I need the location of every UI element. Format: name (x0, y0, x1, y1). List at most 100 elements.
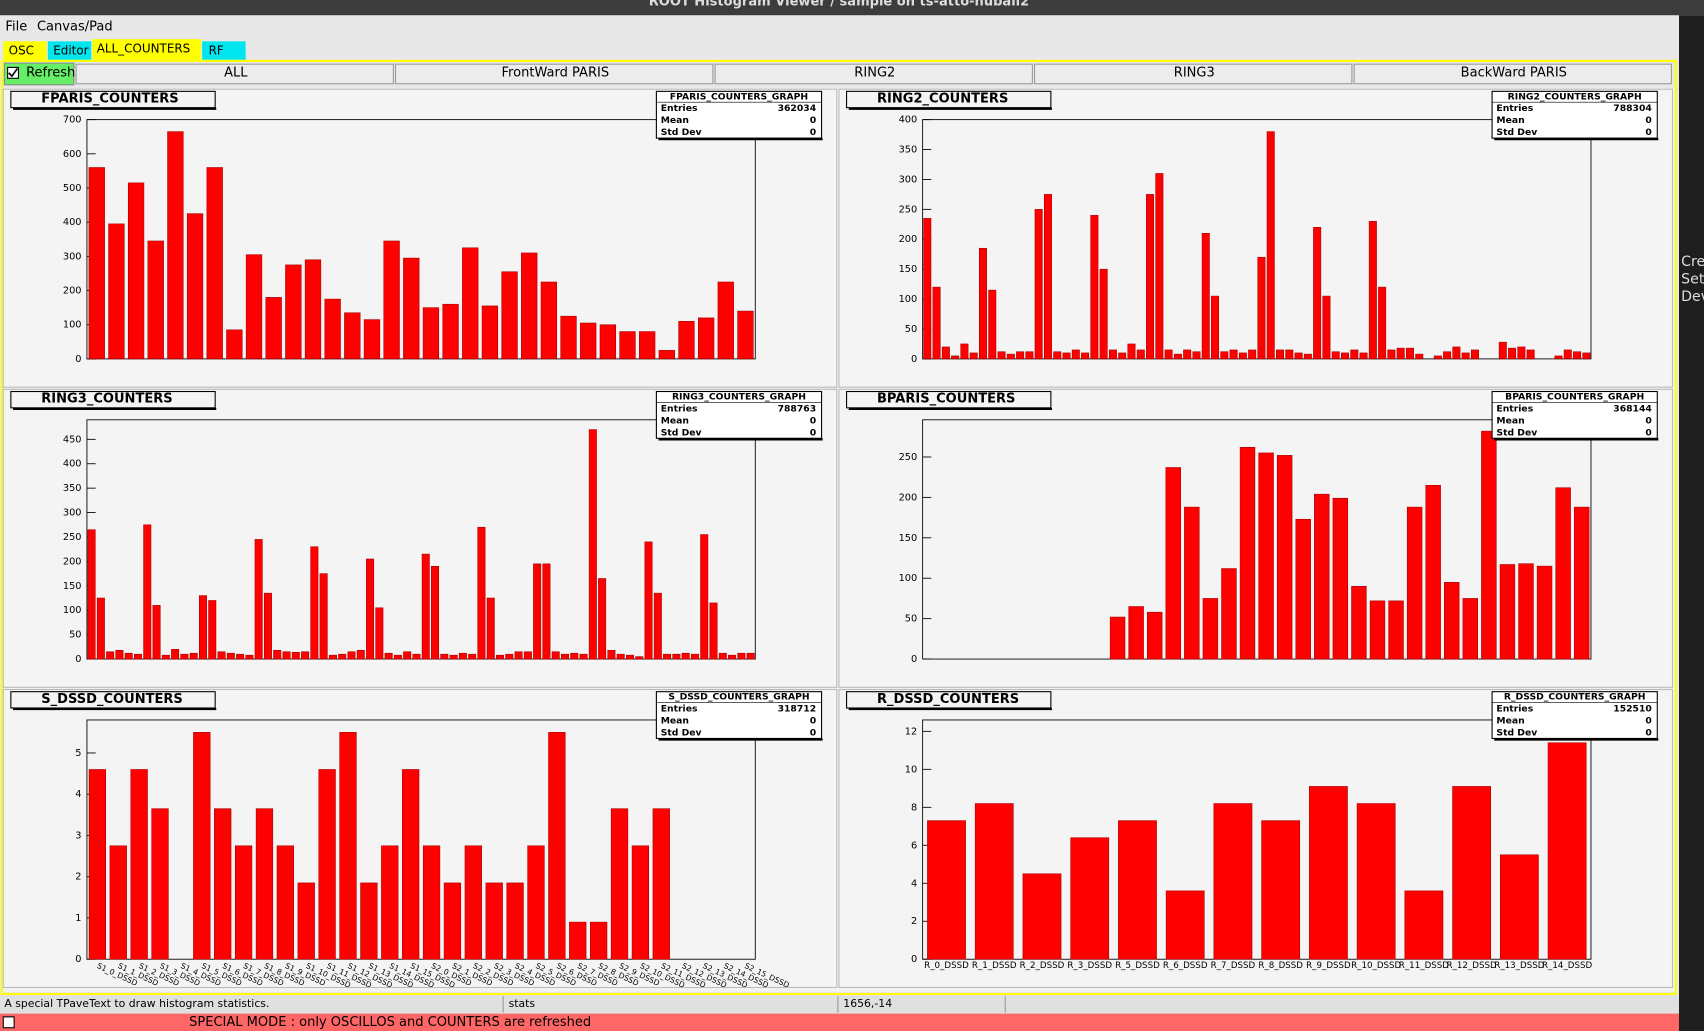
stats-key: Entries (661, 103, 698, 114)
tab-button[interactable] (395, 63, 714, 85)
tab-label[interactable]: ALL_COUNTERS (97, 41, 191, 55)
bar (1062, 352, 1071, 360)
tab-button[interactable] (714, 63, 1033, 85)
bar (570, 652, 579, 660)
y-tick-label: 250 (899, 452, 918, 463)
checkbox[interactable] (2, 1016, 15, 1029)
checkbox[interactable] (7, 66, 20, 79)
bar (263, 592, 272, 660)
bar (1127, 343, 1136, 360)
tab-button[interactable] (75, 63, 394, 85)
tab-button[interactable] (1034, 63, 1353, 85)
bar (403, 257, 420, 360)
tab-label[interactable]: Editor (53, 44, 88, 58)
y-tick-label: 2 (75, 872, 81, 883)
stats-key: Entries (1496, 403, 1533, 414)
y-tick-label: 400 (899, 115, 918, 126)
bar (1295, 518, 1311, 660)
tab[interactable] (202, 41, 246, 60)
tab-button[interactable] (1353, 63, 1672, 85)
bar (598, 578, 607, 660)
bar (1462, 598, 1479, 660)
frame (922, 719, 1592, 960)
tab-button-label[interactable]: FrontWard PARIS (502, 65, 610, 80)
x-tick-label: R_0_DSSD (924, 961, 969, 971)
menu-item[interactable]: File (5, 20, 27, 35)
bar (658, 350, 675, 360)
tab-frame (1, 59, 1677, 996)
tab-label[interactable]: OSC (9, 44, 34, 58)
hist-title: RING3_COUNTERS (41, 392, 172, 407)
bar (366, 558, 375, 660)
y-tick-label: 5 (75, 748, 81, 759)
bar (960, 343, 969, 360)
x-tick-label: R_3_DSSD (1067, 961, 1112, 971)
hist-title: R_DSSD_COUNTERS (877, 692, 1019, 707)
stats-value: 788304 (1613, 103, 1652, 114)
bar (1285, 349, 1294, 360)
bar (746, 652, 755, 660)
bar (1582, 352, 1591, 360)
bar (147, 240, 164, 360)
bar (974, 803, 1014, 960)
y-tick-label: 8 (911, 802, 917, 813)
bar (291, 651, 300, 660)
tab-button-label[interactable]: BackWard PARIS (1461, 65, 1567, 80)
stats-value: 0 (1645, 427, 1651, 438)
bar (501, 271, 518, 360)
stats-key: Entries (1496, 704, 1533, 715)
frame (86, 419, 756, 660)
bar (301, 651, 310, 660)
bar (737, 310, 754, 360)
bar (1498, 341, 1507, 360)
bar (1356, 803, 1396, 960)
bar (681, 652, 690, 660)
bar (254, 539, 263, 660)
bar (1536, 565, 1553, 660)
tab-button-label[interactable]: ALL (224, 65, 248, 80)
bar (347, 651, 356, 660)
y-tick-label: 400 (63, 217, 82, 228)
tab-button-label[interactable]: RING2 (854, 65, 895, 80)
refresh-label[interactable]: Refresh (26, 65, 75, 80)
bar (663, 653, 672, 660)
bar (481, 305, 499, 360)
bar (1303, 353, 1312, 360)
y-tick-label: 0 (75, 654, 81, 665)
bar (988, 289, 997, 360)
tab[interactable] (3, 41, 47, 60)
refresh-toggle[interactable] (3, 62, 75, 86)
bar (127, 182, 145, 360)
x-tick-label: R_9_DSSD (1306, 961, 1351, 971)
bar (542, 563, 551, 660)
stats-title: BPARIS_COUNTERS_GRAPH (1505, 391, 1644, 402)
tab-label[interactable]: RF (209, 44, 224, 58)
bar (217, 651, 226, 660)
bar (941, 346, 950, 360)
x-tick-label: R_1_DSSD (972, 961, 1017, 971)
bar (282, 651, 291, 660)
bar (442, 303, 459, 360)
bar (106, 651, 115, 660)
bar (1053, 351, 1062, 360)
y-tick-label: 150 (899, 264, 918, 275)
frame (86, 119, 756, 360)
tab-active[interactable] (92, 39, 202, 60)
y-tick-label: 200 (899, 234, 918, 245)
bar (255, 808, 274, 960)
tab[interactable] (47, 41, 92, 60)
bar (381, 845, 399, 960)
tab-button-label[interactable]: RING3 (1174, 65, 1215, 80)
y-tick-label: 50 (905, 324, 917, 335)
bar (226, 329, 243, 360)
bar (1192, 351, 1201, 360)
bar (422, 845, 441, 960)
y-tick-label: 600 (63, 149, 82, 160)
bar (96, 597, 105, 660)
stats-key: Std Dev (661, 127, 702, 138)
menu-item[interactable]: Canvas/Pad (37, 20, 113, 35)
stats-title: S_DSSD_COUNTERS_GRAPH (668, 692, 809, 703)
bar (631, 845, 650, 960)
y-tick-label: 300 (899, 174, 918, 185)
bar (551, 651, 560, 660)
